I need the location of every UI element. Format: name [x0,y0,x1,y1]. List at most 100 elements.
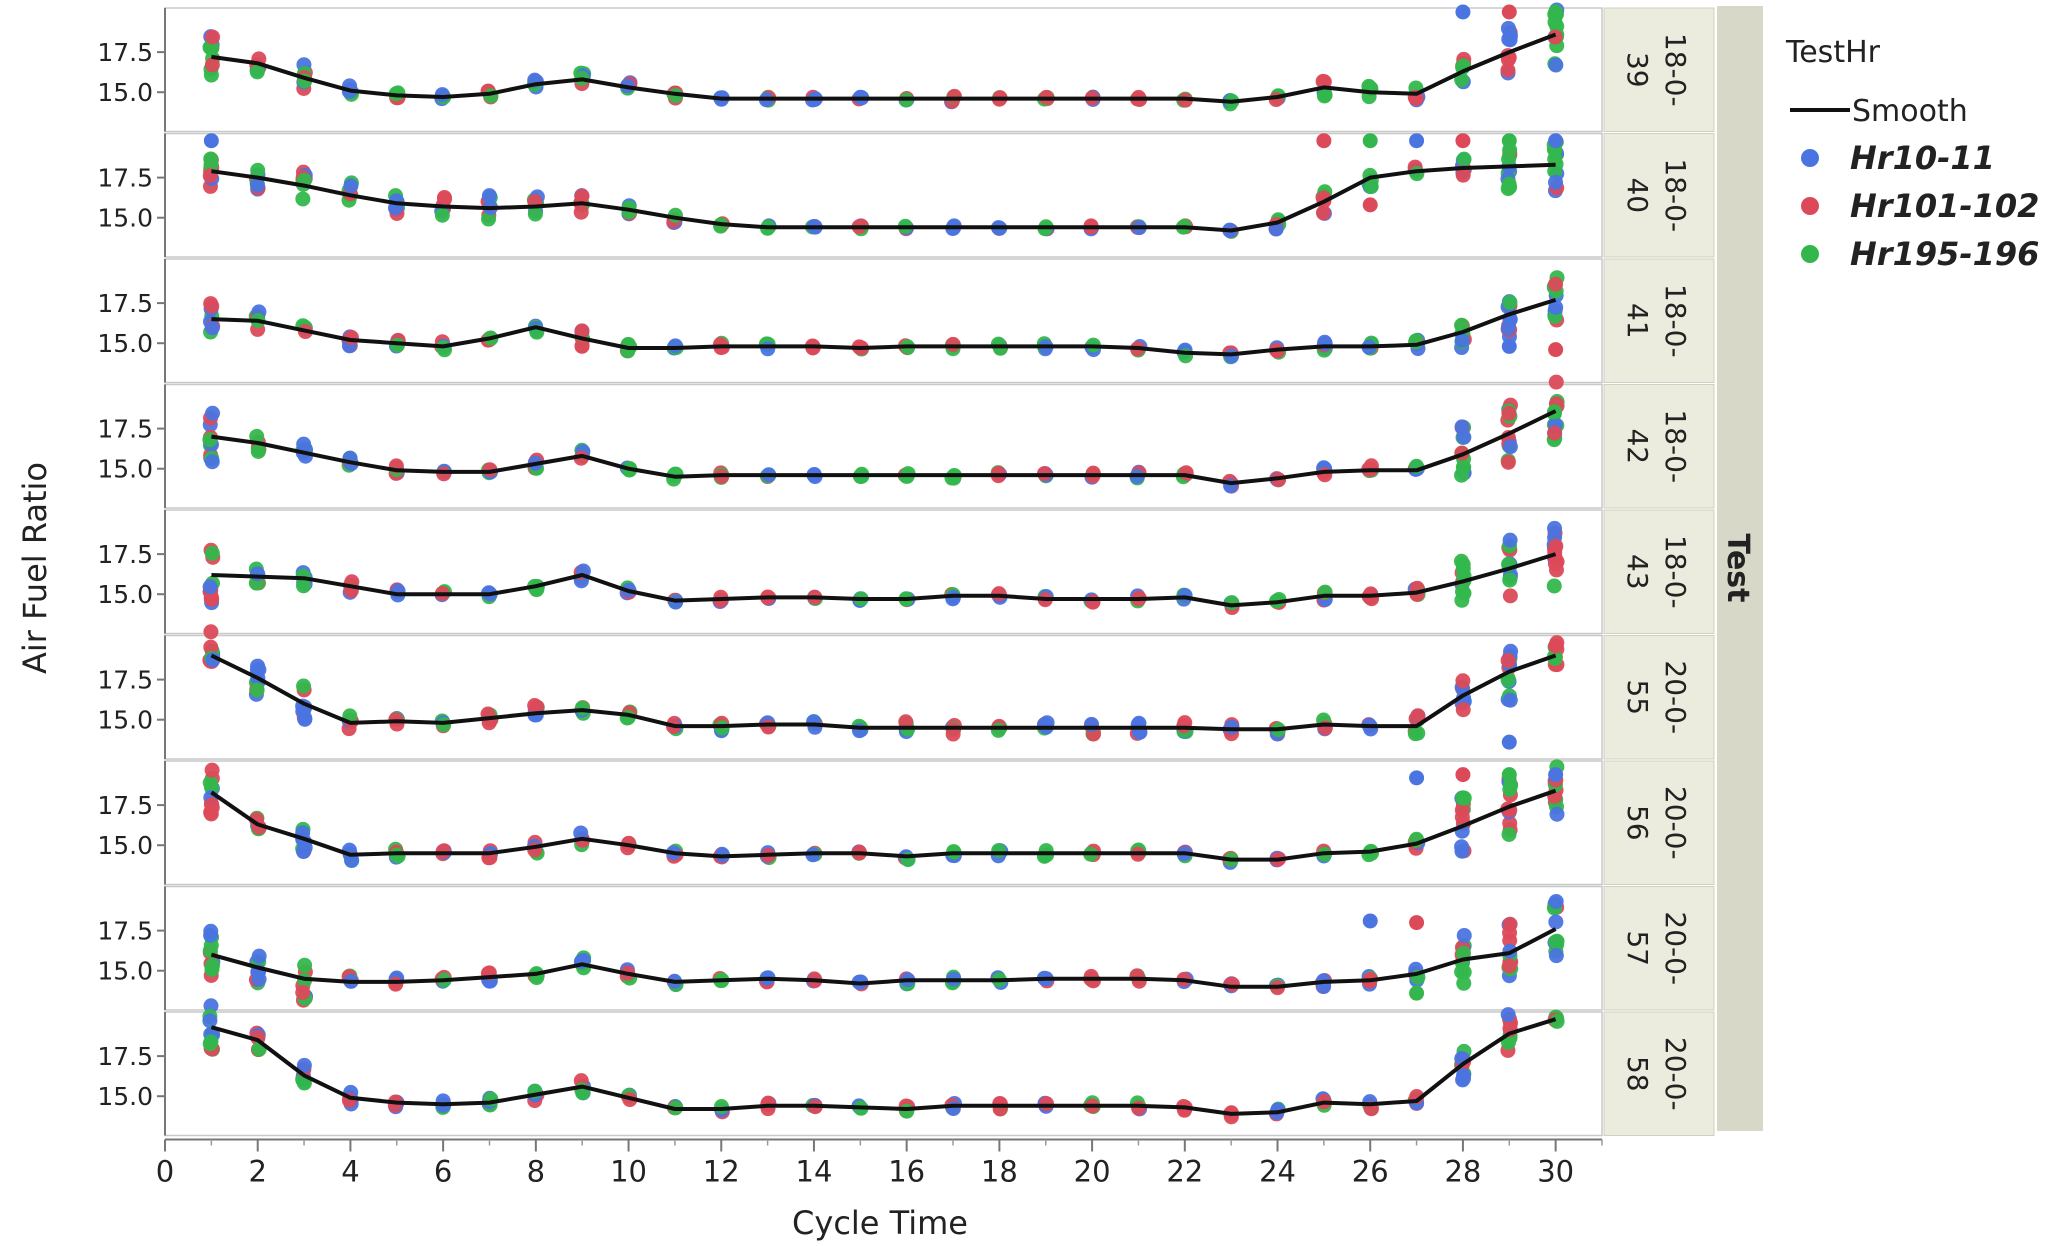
smooth-line [210,1017,1557,1116]
outlier-point [1316,133,1332,149]
smooth-line [210,927,1557,989]
data-point [1500,652,1516,668]
panel-strip-bg [1603,133,1715,258]
x-tick-label: 6 [434,1155,452,1189]
data-point [713,1099,729,1115]
data-point [1038,1096,1054,1112]
y-tick-label: 17.5 [97,917,153,946]
y-tick-label: 17.5 [97,791,153,820]
x-axis: 0 2 4 6 8 10 12 14 16 18 20 22 24 26 28 30 [156,1138,1603,1189]
data-point [434,87,450,103]
y-tick-label: 15.0 [97,329,153,358]
panel-strip-43: 18-0-43 [1603,509,1715,634]
y-tick-label: 17.5 [97,540,153,569]
panel-label-top: 18-0- [1659,284,1692,358]
y-tick-label: 17.5 [97,666,153,695]
panel-strip-55: 20-0-55 [1603,635,1715,760]
data-point [1502,572,1518,588]
data-point [1502,439,1518,455]
data-point [249,64,265,80]
panel-strip-bg [1603,509,1715,634]
legend-label-hr101-102: Hr101-102 [1850,187,2039,225]
data-point [204,57,220,73]
data-point [1454,419,1470,435]
data-point [390,848,406,864]
panel-label-bottom: 42 [1621,428,1654,464]
data-point [390,583,406,599]
data-point [1131,1100,1147,1116]
legend-marker-hr10-11 [1801,149,1819,167]
data-point [296,678,312,694]
data-point [1549,806,1565,822]
outlier-point [1409,133,1425,149]
outlier-point [1409,915,1425,931]
data-point [1502,925,1518,941]
outlier-point [1362,197,1378,213]
panel-frame [164,509,1603,635]
data-point [297,710,313,726]
panel-frame [164,258,1603,384]
panel-label-top: 18-0- [1659,409,1692,483]
data-point [573,825,589,841]
y-tick-label: 15.0 [97,957,153,986]
panel-label-bottom: 43 [1621,554,1654,590]
panel-strip-bg [1603,258,1715,383]
panel-strips: 18-0-3918-0-4018-0-4118-0-4218-0-4320-0-… [1603,7,1715,1136]
data-point [527,206,543,222]
data-point [760,719,776,735]
panel-strip-bg [1603,760,1715,885]
data-point [296,578,312,594]
data-point [249,428,265,444]
x-tick-label: 24 [1259,1155,1296,1189]
y-tick-label: 15.0 [97,1082,153,1111]
panel-strip-56: 20-0-56 [1603,760,1715,885]
data-point [1317,467,1333,483]
outlier-point [1501,734,1517,750]
data-point [1130,717,1146,733]
x-tick-label: 22 [1166,1155,1203,1189]
panel-label-top: 18-0- [1659,33,1692,107]
x-tick-label: 12 [703,1155,740,1189]
outlier-point [1409,770,1425,786]
smooth-line [211,162,1556,233]
data-point [574,338,590,354]
data-point [1500,454,1516,470]
data-point [389,716,405,732]
data-point [343,178,359,194]
data-point [251,948,267,964]
data-point [990,336,1006,352]
outlier-point [1409,985,1425,1001]
data-point [573,450,589,466]
panel-42: 17.5 15.0 [97,374,1603,509]
data-point [1548,948,1564,964]
data-point [991,586,1007,602]
data-point [205,29,221,45]
data-point [945,1101,961,1117]
x-tick-label: 20 [1074,1155,1111,1189]
data-point [203,157,219,173]
data-point [204,958,220,974]
y-tick-label: 17.5 [97,415,153,444]
data-point [1085,594,1101,610]
panel-label-top: 20-0- [1659,786,1692,860]
data-point [388,976,404,992]
data-point [1454,809,1470,825]
panel-strip-bg [1603,7,1715,132]
data-point [1502,27,1518,43]
data-point [1500,181,1516,197]
data-point [899,1103,915,1119]
panel-strip-bg [1603,384,1715,509]
panel-strip-bg [1603,635,1715,760]
panel-57: 17.5 15.0 [97,885,1603,1011]
data-point [204,545,220,561]
data-point [250,443,266,459]
data-point [1548,914,1564,930]
panel-56: 17.5 15.0 [97,759,1603,886]
y-tick-label: 15.0 [97,831,153,860]
panel-strip-57: 20-0-57 [1603,886,1715,1011]
data-point [204,40,220,56]
outlier-point [1548,638,1564,654]
legend-smooth-label: Smooth [1852,94,1968,129]
data-point [1500,1007,1516,1023]
